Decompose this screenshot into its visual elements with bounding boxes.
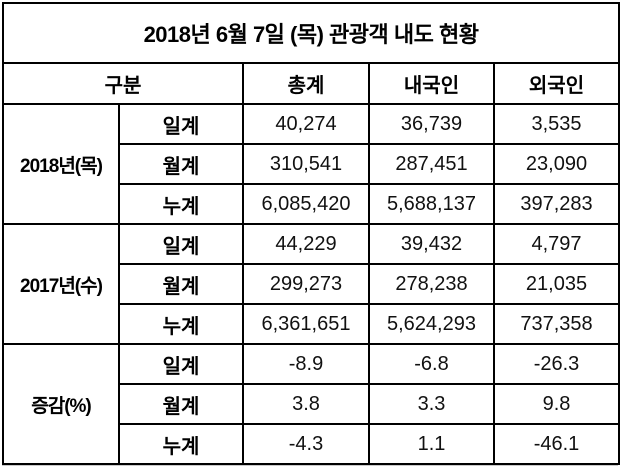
cell-domestic: 1.1 [368,423,495,465]
row-label-cumulative: 누계 [118,423,244,465]
cell-foreign: 3,535 [492,103,620,145]
section-label-2017: 2017년(수) [2,223,120,345]
header-category: 구분 [2,62,244,105]
cell-foreign: 21,035 [492,263,620,305]
header-total: 총계 [242,62,370,105]
cell-foreign: -26.3 [492,343,620,385]
table-row: 누계 -4.3 1.1 -46.1 [3,423,620,465]
cell-total: 299,273 [242,263,370,305]
header-foreign: 외국인 [492,62,620,105]
cell-domestic: 39,432 [368,223,495,265]
cell-foreign: 9.8 [492,383,620,425]
section-label-2018: 2018년(목) [2,103,120,225]
row-label-daily: 일계 [118,103,244,145]
cell-total: 6,361,651 [242,303,370,345]
header-domestic: 내국인 [368,62,495,105]
cell-domestic: 5,688,137 [368,183,495,225]
table-title: 2018년 6월 7일 (목) 관광객 내도 현황 [1,2,620,64]
table-row: 누계 6,085,420 5,688,137 397,283 [3,183,620,225]
cell-domestic: -6.8 [368,343,495,385]
table-row: 월계 310,541 287,451 23,090 [3,143,620,185]
cell-total: 40,274 [242,103,370,145]
row-label-monthly: 월계 [118,143,244,185]
table-row: 월계 299,273 278,238 21,035 [3,263,620,305]
row-label-monthly: 월계 [118,383,244,425]
row-label-daily: 일계 [118,343,244,385]
title-row: 2018년 6월 7일 (목) 관광객 내도 현황 [1,2,620,64]
cell-domestic: 5,624,293 [368,303,495,345]
cell-domestic: 287,451 [368,143,495,185]
cell-domestic: 36,739 [368,103,495,145]
header-row: 구분 총계 내국인 외국인 [2,62,620,105]
cell-foreign: 737,358 [492,303,620,345]
row-label-daily: 일계 [118,223,244,265]
cell-domestic: 278,238 [368,263,495,305]
cell-foreign: 23,090 [492,143,620,185]
spreadsheet-gridline [2,465,618,466]
cell-domestic: 3.3 [368,383,495,425]
row-label-monthly: 월계 [118,263,244,305]
section-label-change: 증감(%) [2,343,120,465]
cell-total: 3.8 [242,383,370,425]
cell-foreign: 397,283 [492,183,620,225]
cell-total: -8.9 [242,343,370,385]
cell-total: 6,085,420 [242,183,370,225]
cell-foreign: 4,797 [492,223,620,265]
table-row: 증감(%) 일계 -8.9 -6.8 -26.3 [2,343,620,465]
table-row: 월계 3.8 3.3 9.8 [3,383,620,425]
row-label-cumulative: 누계 [118,303,244,345]
cell-total: -4.3 [242,423,370,465]
table-row: 2018년(목) 일계 40,274 36,739 3,535 [2,103,620,225]
cell-total: 310,541 [242,143,370,185]
table-row: 누계 6,361,651 5,624,293 737,358 [3,303,620,345]
cell-foreign: -46.1 [492,423,620,465]
table-row: 2017년(수) 일계 44,229 39,432 4,797 [2,223,620,345]
cell-total: 44,229 [242,223,370,265]
row-label-cumulative: 누계 [118,183,244,225]
